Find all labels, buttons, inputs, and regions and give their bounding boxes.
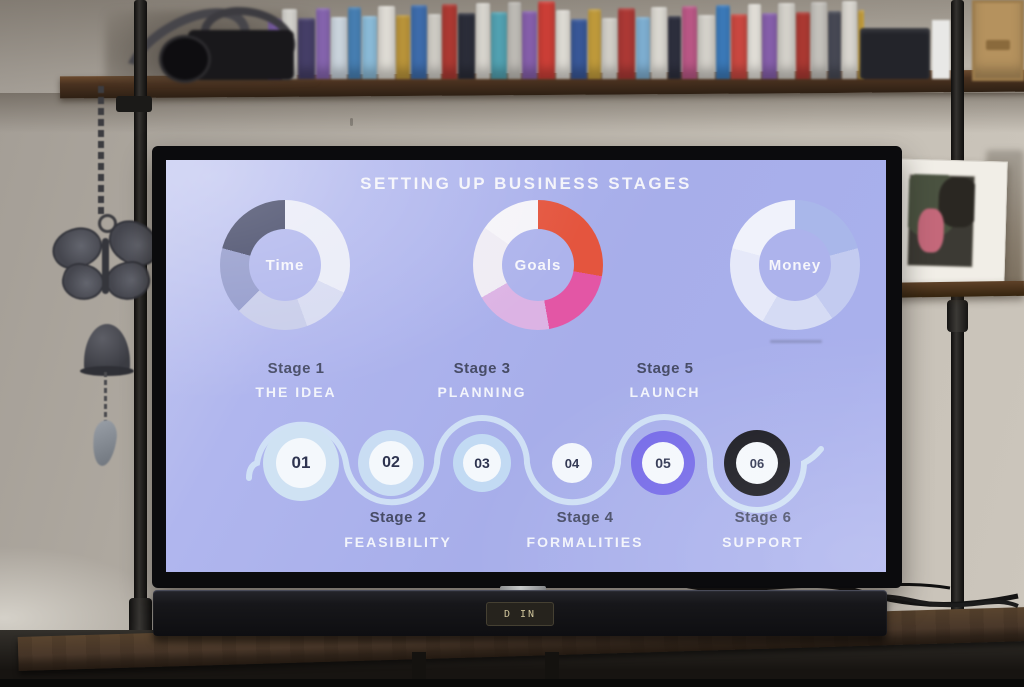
stage-number: 05 [642,442,684,484]
framed-photo [906,173,976,268]
stage-name: Stage 6 [734,509,792,526]
dvd-spine [522,11,537,79]
dvd-spine [748,4,761,79]
donut-label: Goals [514,256,562,274]
black-box-device [860,28,930,79]
stage-label: FEASIBILITY [344,534,452,550]
pipe-foot [129,598,152,638]
dvd-spine [588,9,601,79]
dvd-spine [556,10,570,79]
white-dvd-case [932,20,950,79]
dvd-spine [396,15,410,79]
stage-circle: 05 [631,431,695,495]
timeline-wave [246,414,824,513]
stage-name: Stage 3 [453,360,511,377]
stage-number: 04 [564,455,580,471]
stage-label: LAUNCH [629,384,701,400]
pipe-left [134,0,147,640]
stage-name: Stage 5 [636,360,694,377]
stage-label: PLANNING [437,384,527,400]
dvd-spine [476,3,490,79]
camera [108,0,302,124]
photo-frame [888,158,1008,290]
dvd-spine [411,5,427,79]
table-leg [545,652,559,686]
table-leg [412,652,426,686]
bell-rim [80,366,134,376]
dvd-spine [762,13,777,79]
shelf-shadow [0,93,1024,133]
dvd-spine [362,16,377,79]
stage-number: 01 [276,438,326,488]
stage-name: Stage 1 [267,360,325,377]
stage-circle: 03 [453,434,511,492]
dvd-spine [842,1,857,79]
wall-speck [350,118,353,126]
dvd-spine [602,18,617,79]
soundbar: D IN [153,590,887,636]
donut-hole [759,229,831,301]
dvd-spine [682,6,697,79]
donut-chart-time: Time [220,200,350,330]
dvd-spine [698,15,715,79]
stage-circle: 02 [358,430,424,496]
butterfly-body [102,238,109,294]
dvd-spine [508,2,521,79]
dvd-spine [571,19,587,79]
dvd-spine [442,4,457,79]
stage-label: SUPPORT [722,534,804,550]
stage-name: Stage 4 [556,509,614,526]
stage-label: FORMALITIES [526,534,644,550]
dvd-spine [668,16,681,79]
floor-edge [0,679,1024,687]
dvd-spine [316,8,330,79]
donut-chart-money: Money [730,200,860,330]
dvd-spine [458,13,475,79]
dvd-spine [651,7,667,79]
stage-name: Stage 2 [369,509,427,526]
dvd-spine [618,8,635,79]
stage-number: 06 [736,442,778,484]
pipe-coupling [947,300,968,332]
dvd-spine [378,6,395,79]
tv-screen: SETTING UP BUSINESS STAGES Time Goals Mo… [166,160,886,572]
dvd-spine [538,1,555,79]
dvd-spine [828,11,841,79]
soundbar-display: D IN [486,602,554,626]
stage-number: 03 [463,444,501,482]
stage-circle: 01 [263,425,339,501]
dvd-spine [636,17,650,79]
donut-hole [249,229,321,301]
dvd-spine [811,2,827,79]
photo-person [917,208,945,253]
slide-title: SETTING UP BUSINESS STAGES [360,174,692,193]
dvd-spine [348,7,361,79]
dvd-collection [268,0,864,79]
dvd-spine [778,3,795,79]
dvd-spine [491,12,507,79]
stage-number: 02 [369,441,413,485]
tan-book [972,0,1024,81]
fine-print-smudge [770,340,822,343]
donut-hole [502,229,574,301]
dvd-spine [428,14,441,79]
dvd-spine [716,5,730,79]
donut-label: Money [768,256,822,274]
stage-label: THE IDEA [255,384,337,400]
dvd-spine [331,17,347,79]
hanging-chain [98,86,104,218]
pendant-string [104,372,107,422]
camera-lens [162,38,208,80]
butterfly-ornament [45,212,167,320]
stage-circle: 04 [552,443,592,483]
stage-circle: 06 [724,430,790,496]
dvd-spine [731,14,747,79]
pipe-bracket [116,96,152,112]
donut-chart-goals: Goals [473,200,603,330]
book-emblem [986,40,1010,50]
dvd-spine [298,18,315,79]
dvd-spine [796,12,810,79]
donut-label: Time [265,256,305,274]
